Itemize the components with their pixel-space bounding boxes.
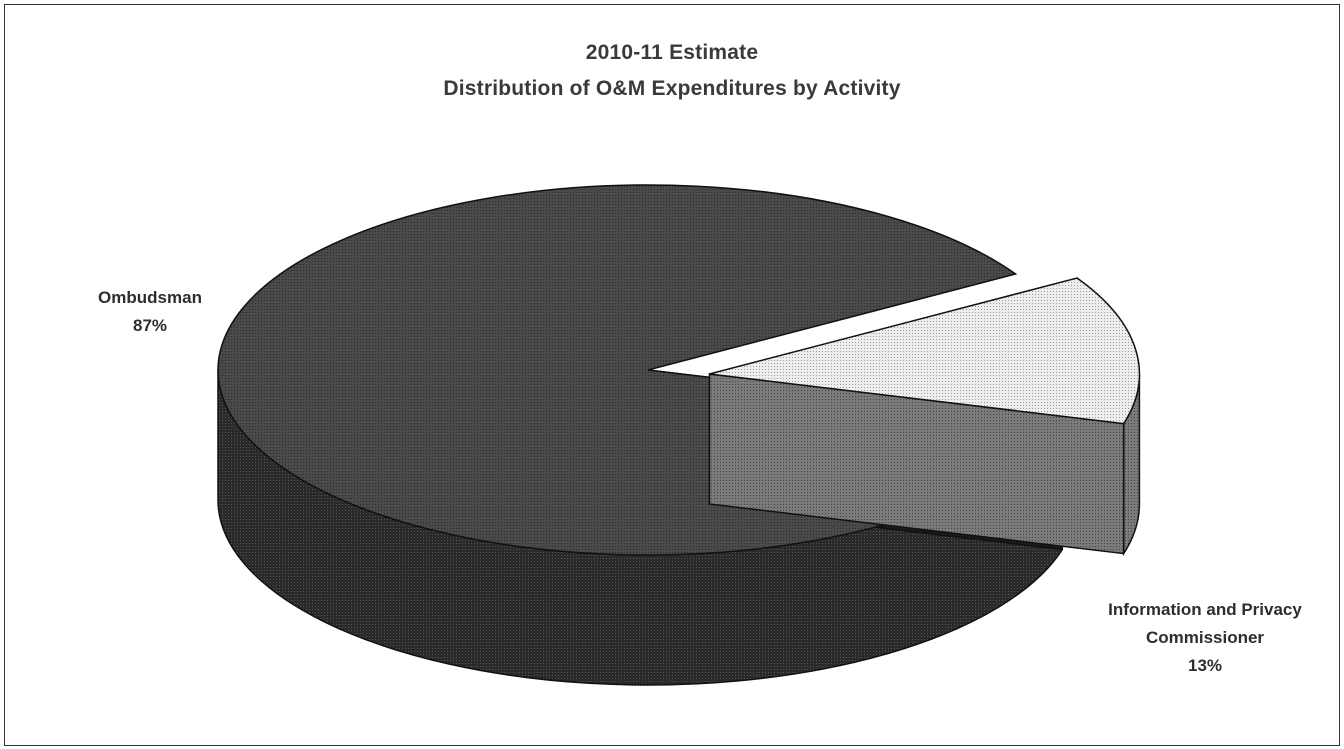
slice-value-ombudsman: 87% <box>133 316 167 335</box>
chart-subtitle: Distribution of O&M Expenditures by Acti… <box>443 77 901 100</box>
slice-ipc <box>709 277 1141 425</box>
chart-title: 2010-11 Estimate <box>585 41 759 64</box>
slice-value-ipc: 13% <box>1188 656 1222 675</box>
slice-label-ombudsman: Ombudsman <box>98 288 202 307</box>
slice-label-ipc-line2: Commissioner <box>1146 628 1264 647</box>
slice-label-ipc-line1: Information and Privacy <box>1108 600 1302 619</box>
